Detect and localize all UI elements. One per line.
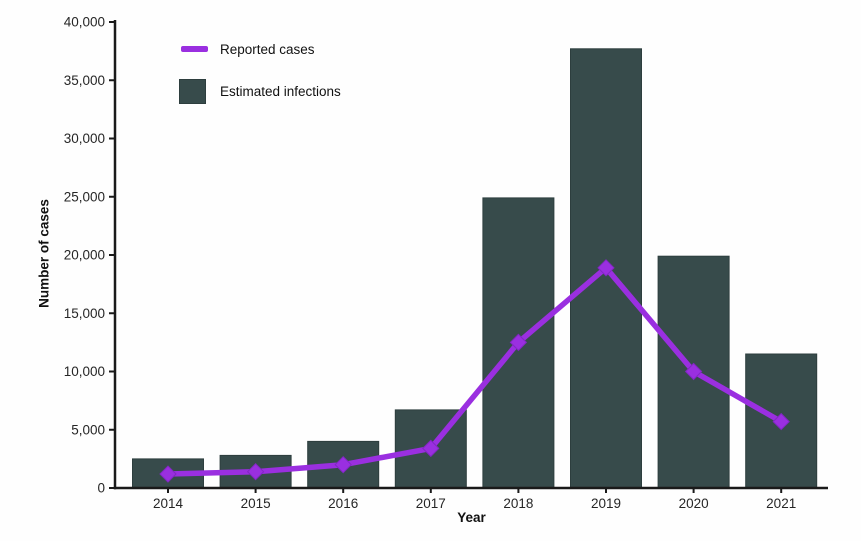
data-point-marker-2021 xyxy=(772,412,790,431)
estimated-infections-box-swatch xyxy=(179,78,206,104)
reported-cases-line-swatch xyxy=(181,46,208,52)
x-tick-label: 2014 xyxy=(153,496,184,511)
legend: Reported cases Estimated infections xyxy=(179,36,341,120)
x-tick-label: 2015 xyxy=(241,496,271,511)
legend-item-reported-cases: Reported cases xyxy=(179,36,341,62)
y-tick-label: 25,000 xyxy=(64,189,105,204)
x-tick-label: 2020 xyxy=(679,496,709,511)
data-point-marker-2016 xyxy=(334,455,352,474)
y-axis-title: Number of cases xyxy=(36,199,52,308)
y-tick-label: 40,000 xyxy=(64,15,105,30)
y-tick-label: 15,000 xyxy=(64,306,105,321)
legend-label: Estimated infections xyxy=(220,83,341,99)
y-tick-label: 30,000 xyxy=(64,131,105,146)
y-tick-label: 35,000 xyxy=(64,73,105,88)
legend-item-estimated-infections: Estimated infections xyxy=(179,78,341,104)
x-tick-label: 2021 xyxy=(766,496,796,511)
bar-2021 xyxy=(745,353,818,489)
data-point-marker-2018 xyxy=(509,333,528,352)
reported-cases-line xyxy=(165,265,784,477)
x-tick-label: 2018 xyxy=(503,496,533,511)
data-point-marker-2020 xyxy=(684,362,703,381)
data-point-marker-2019 xyxy=(597,259,615,277)
y-tick-label: 20,000 xyxy=(64,248,105,263)
x-tick-label: 2019 xyxy=(591,496,621,511)
x-axis-title: Year xyxy=(457,510,486,525)
y-tick-label: 5,000 xyxy=(71,422,105,437)
data-point-marker-2017 xyxy=(422,439,440,458)
data-point-marker-2014 xyxy=(159,465,177,483)
data-point-marker-2015 xyxy=(246,462,265,481)
y-tick-label: 10,000 xyxy=(64,364,105,379)
x-tick-label: 2016 xyxy=(328,496,358,511)
y-tick-label: 0 xyxy=(97,481,105,496)
x-tick-label: 2017 xyxy=(416,496,446,511)
legend-label: Reported cases xyxy=(220,41,315,57)
